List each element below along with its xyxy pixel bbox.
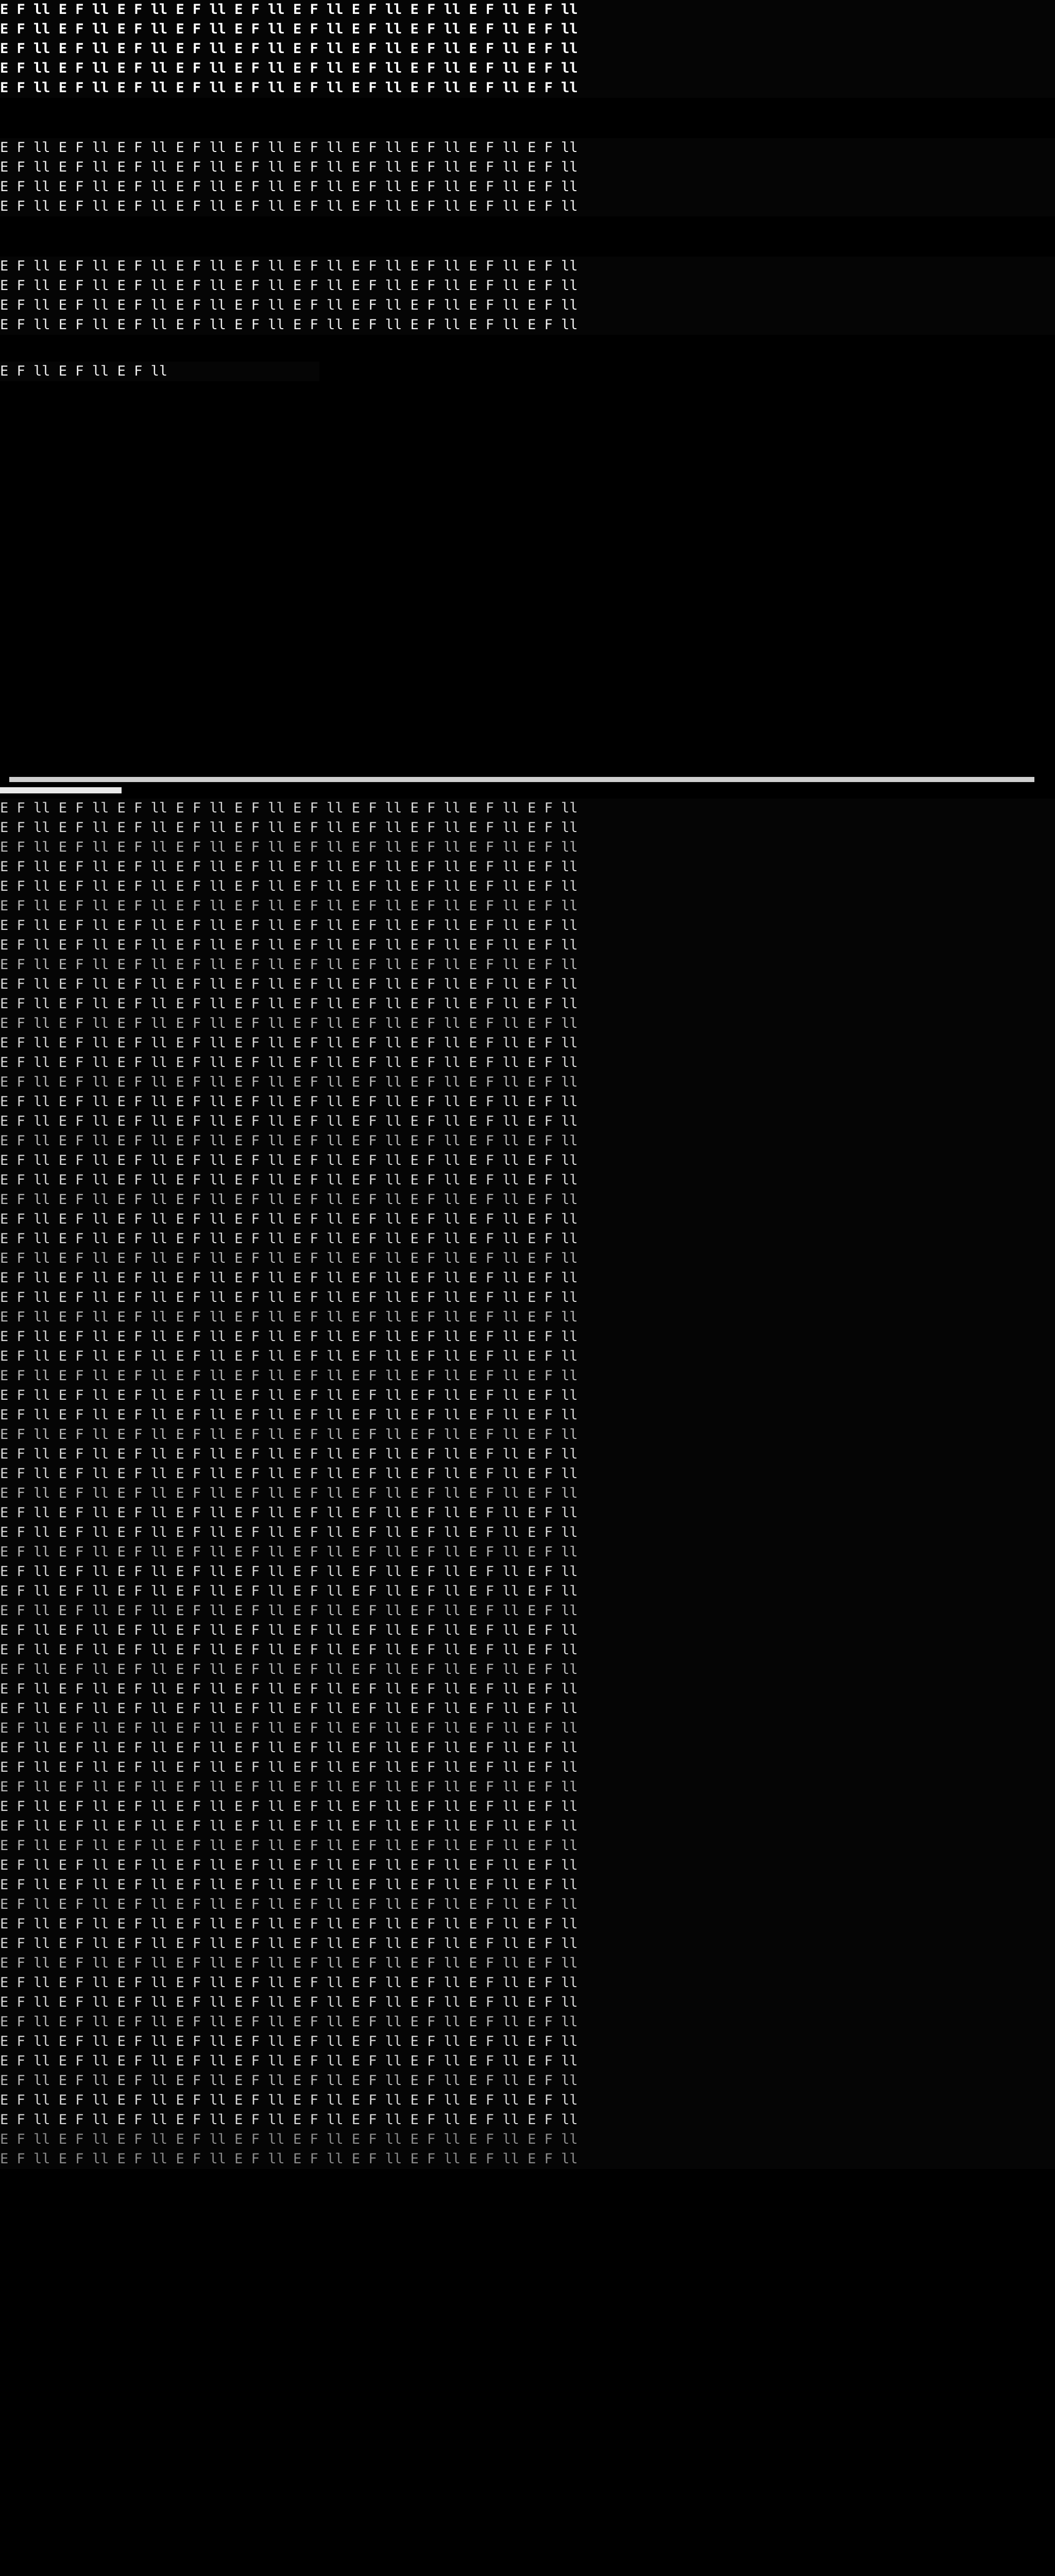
text-line: E F ll E F ll E F ll E F ll E F ll E F l… xyxy=(0,1288,1055,1308)
text-line: E F ll E F ll E F ll E F ll E F ll E F l… xyxy=(0,799,1055,818)
text-line: E F ll E F ll E F ll E F ll E F ll E F l… xyxy=(0,1464,1055,1484)
text-line: E F ll E F ll E F ll E F ll E F ll E F l… xyxy=(0,1582,1055,1601)
text-line: E F ll E F ll E F ll E F ll E F ll E F l… xyxy=(0,1680,1055,1699)
section-gap xyxy=(0,335,1055,362)
text-line: E F ll E F ll E F ll E F ll E F ll E F l… xyxy=(0,2149,1055,2169)
text-line: E F ll E F ll E F ll E F ll E F ll E F l… xyxy=(0,877,1055,896)
text-line: E F ll E F ll E F ll E F ll E F ll E F l… xyxy=(0,158,1055,177)
text-line: E F ll E F ll E F ll E F ll E F ll E F l… xyxy=(0,2032,1055,2052)
page-footer-space xyxy=(0,2169,1055,2231)
text-line: E F ll E F ll E F ll E F ll E F ll E F l… xyxy=(0,1210,1055,1229)
text-line: E F ll E F ll E F ll E F ll E F ll E F l… xyxy=(0,1249,1055,1268)
text-line: E F ll E F ll E F ll E F ll E F ll E F l… xyxy=(0,1327,1055,1347)
second-text-block: E F ll E F ll E F ll E F ll E F ll E F l… xyxy=(0,138,1055,216)
text-line: E F ll E F ll E F ll E F ll E F ll E F l… xyxy=(0,138,1055,158)
text-line: E F ll E F ll E F ll E F ll E F ll E F l… xyxy=(0,1934,1055,1954)
text-line: E F ll E F ll E F ll E F ll E F ll E F l… xyxy=(0,1817,1055,1836)
text-line: E F ll E F ll E F ll E F ll E F ll E F l… xyxy=(0,1601,1055,1621)
text-line: E F ll E F ll E F ll E F ll E F ll E F l… xyxy=(0,2110,1055,2130)
text-line: E F ll E F ll E F ll E F ll E F ll E F l… xyxy=(0,857,1055,877)
text-line: E F ll E F ll E F ll E F ll E F ll E F l… xyxy=(0,1366,1055,1386)
text-line: E F ll E F ll E F ll E F ll E F ll E F l… xyxy=(0,1171,1055,1190)
text-line: E F ll E F ll E F ll E F ll E F ll E F l… xyxy=(0,1112,1055,1131)
text-line: E F ll E F ll E F ll E F ll E F ll E F l… xyxy=(0,1484,1055,1503)
text-line: E F ll E F ll E F ll E F ll E F ll E F l… xyxy=(0,1719,1055,1738)
text-line: E F ll E F ll E F ll E F ll E F ll E F l… xyxy=(0,1875,1055,1895)
text-line: E F ll E F ll E F ll E F ll E F ll E F l… xyxy=(0,1033,1055,1053)
text-line: E F ll E F ll E F ll E F ll E F ll E F l… xyxy=(0,2130,1055,2149)
text-line: E F ll E F ll E F ll E F ll E F ll E F l… xyxy=(0,1621,1055,1640)
text-line: E F ll E F ll E F ll E F ll E F ll E F l… xyxy=(0,838,1055,857)
truncated-text-line: E F ll E F ll E F ll xyxy=(0,362,319,381)
text-line: E F ll E F ll E F ll E F ll E F ll E F l… xyxy=(0,1425,1055,1445)
third-text-block: E F ll E F ll E F ll E F ll E F ll E F l… xyxy=(0,257,1055,335)
text-line: E F ll E F ll E F ll E F ll E F ll E F l… xyxy=(0,1954,1055,1973)
text-line: E F ll E F ll E F ll E F ll E F ll E F l… xyxy=(0,916,1055,936)
text-line: E F ll E F ll E F ll E F ll E F ll E F l… xyxy=(0,2052,1055,2071)
section-gap xyxy=(0,216,1055,257)
text-line: E F ll E F ll E F ll E F ll E F ll E F l… xyxy=(0,1660,1055,1680)
text-line: E F ll E F ll E F ll E F ll E F ll E F l… xyxy=(0,276,1055,296)
text-line: E F ll E F ll E F ll E F ll E F ll E F l… xyxy=(0,1092,1055,1112)
text-line: E F ll E F ll E F ll E F ll E F ll E F l… xyxy=(0,1562,1055,1582)
text-line: E F ll E F ll E F ll E F ll E F ll E F l… xyxy=(0,1856,1055,1875)
text-line: E F ll E F ll E F ll E F ll E F ll E F l… xyxy=(0,1797,1055,1817)
top-text-block: E F ll E F ll E F ll E F ll E F ll E F l… xyxy=(0,0,1055,98)
text-line: E F ll E F ll E F ll E F ll E F ll E F l… xyxy=(0,1014,1055,1033)
text-line: E F ll E F ll E F ll E F ll E F ll E F l… xyxy=(0,257,1055,276)
text-line: E F ll E F ll E F ll E F ll E F ll E F l… xyxy=(0,2012,1055,2032)
text-line: E F ll E F ll E F ll E F ll E F ll E F l… xyxy=(0,1386,1055,1405)
text-line: E F ll E F ll E F ll E F ll E F ll E F l… xyxy=(0,59,1055,78)
text-line: E F ll E F ll E F ll E F ll E F ll E F l… xyxy=(0,20,1055,39)
text-line: E F ll E F ll E F ll E F ll E F ll E F l… xyxy=(0,1405,1055,1425)
text-line: E F ll E F ll E F ll E F ll E F ll E F l… xyxy=(0,1073,1055,1092)
text-line: E F ll E F ll E F ll E F ll E F ll E F l… xyxy=(0,1229,1055,1249)
figure-block xyxy=(0,381,1055,773)
text-line: E F ll E F ll E F ll E F ll E F ll E F l… xyxy=(0,1053,1055,1073)
text-line: E F ll E F ll E F ll E F ll E F ll E F l… xyxy=(0,1640,1055,1660)
text-line: E F ll E F ll E F ll E F ll E F ll E F l… xyxy=(0,1523,1055,1543)
text-line: E F ll E F ll E F ll E F ll E F ll E F l… xyxy=(0,896,1055,916)
text-line: E F ll E F ll E F ll E F ll E F ll E F l… xyxy=(0,1973,1055,1993)
long-rule xyxy=(9,777,1034,782)
text-line: E F ll E F ll E F ll E F ll E F ll E F l… xyxy=(0,296,1055,315)
text-line: E F ll E F ll E F ll E F ll E F ll E F l… xyxy=(0,39,1055,59)
text-line: E F ll E F ll E F ll E F ll E F ll E F l… xyxy=(0,1914,1055,1934)
text-line: E F ll E F ll E F ll E F ll E F ll E F l… xyxy=(0,315,1055,335)
text-line: E F ll E F ll E F ll E F ll E F ll E F l… xyxy=(0,1895,1055,1914)
text-line: E F ll E F ll E F ll E F ll E F ll E F l… xyxy=(0,1347,1055,1366)
text-line: E F ll E F ll E F ll E F ll E F ll E F l… xyxy=(0,955,1055,975)
text-line: E F ll E F ll E F ll E F ll E F ll E F l… xyxy=(0,1993,1055,2012)
text-line: E F ll E F ll E F ll E F ll E F ll E F l… xyxy=(0,1758,1055,1777)
text-line: E F ll E F ll E F ll E F ll E F ll E F l… xyxy=(0,818,1055,838)
text-line: E F ll E F ll E F ll E F ll E F ll E F l… xyxy=(0,197,1055,216)
text-line: E F ll E F ll E F ll E F ll E F ll E F l… xyxy=(0,1738,1055,1758)
text-line: E F ll E F ll E F ll E F ll E F ll E F l… xyxy=(0,1836,1055,1856)
text-line: E F ll E F ll E F ll E F ll E F ll E F l… xyxy=(0,1543,1055,1562)
text-line: E F ll E F ll E F ll E F ll E F ll E F l… xyxy=(0,177,1055,197)
text-line: E F ll E F ll E F ll E F ll E F ll E F l… xyxy=(0,1190,1055,1210)
text-line: E F ll E F ll E F ll E F ll E F ll E F l… xyxy=(0,1268,1055,1288)
text-line: E F ll E F ll E F ll E F ll E F ll E F l… xyxy=(0,2091,1055,2110)
text-line: E F ll E F ll E F ll E F ll E F ll E F l… xyxy=(0,1308,1055,1327)
text-line: E F ll E F ll E F ll E F ll E F ll E F l… xyxy=(0,1131,1055,1151)
text-line: E F ll E F ll E F ll E F ll E F ll E F l… xyxy=(0,1445,1055,1464)
text-line: E F ll E F ll E F ll E F ll E F ll E F l… xyxy=(0,1503,1055,1523)
text-line: E F ll E F ll E F ll E F ll E F ll E F l… xyxy=(0,1699,1055,1719)
text-line: E F ll E F ll E F ll E F ll E F ll E F l… xyxy=(0,1777,1055,1797)
text-line: E F ll E F ll E F ll E F ll E F ll E F l… xyxy=(0,78,1055,98)
text-line: E F ll E F ll E F ll E F ll E F ll E F l… xyxy=(0,1151,1055,1171)
text-line: E F ll E F ll E F ll E F ll E F ll E F l… xyxy=(0,2071,1055,2091)
text-line: E F ll E F ll E F ll E F ll E F ll E F l… xyxy=(0,0,1055,20)
section-gap xyxy=(0,98,1055,138)
short-rule-marker xyxy=(0,787,122,793)
body-text-block: E F ll E F ll E F ll E F ll E F ll E F l… xyxy=(0,799,1055,2169)
text-line: E F ll E F ll E F ll E F ll E F ll E F l… xyxy=(0,994,1055,1014)
text-line: E F ll E F ll E F ll E F ll E F ll E F l… xyxy=(0,975,1055,994)
text-line: E F ll E F ll E F ll E F ll E F ll E F l… xyxy=(0,936,1055,955)
